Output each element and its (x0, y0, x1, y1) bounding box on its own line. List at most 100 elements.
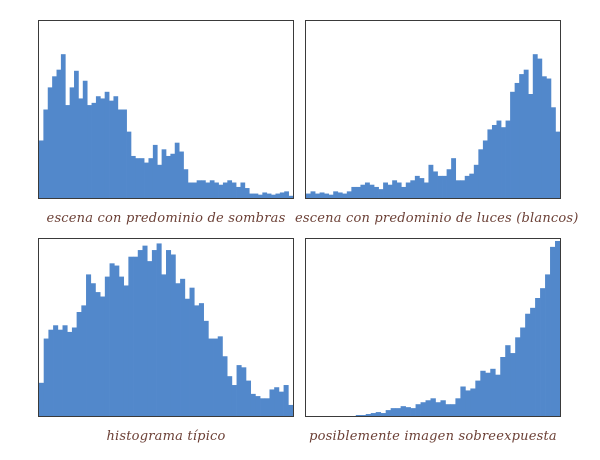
histogram-bar (67, 331, 73, 416)
histogram-bar (218, 184, 224, 198)
histogram-bar (192, 182, 198, 198)
histogram-bar (378, 189, 384, 198)
histogram-bar (174, 142, 180, 198)
histogram-bar (81, 305, 87, 416)
histogram-bar (410, 408, 416, 416)
histogram-bar (231, 385, 237, 416)
histogram-bar (130, 155, 136, 198)
histogram-bar (482, 140, 488, 198)
histogram-bar (222, 182, 228, 198)
histogram-bar (60, 54, 66, 198)
histogram-bar (236, 365, 242, 416)
histogram-bar (62, 325, 68, 416)
histogram-bar (419, 178, 425, 198)
histogram-bar (39, 382, 45, 416)
histogram-bar (505, 345, 511, 416)
histogram-bar (464, 175, 470, 198)
histogram-bar (433, 171, 438, 198)
histogram-bar (144, 162, 149, 198)
histogram-bar (455, 180, 461, 198)
histogram-bar (203, 320, 209, 416)
histogram-bar (455, 398, 461, 416)
histogram-bar (196, 180, 202, 198)
histogram-bar (283, 385, 289, 416)
histogram-bar (442, 175, 447, 198)
histogram-bar (446, 169, 452, 198)
histogram-bar (227, 180, 233, 198)
histogram-bar (550, 107, 556, 198)
histogram-bar (310, 191, 316, 198)
histogram-bar (390, 408, 396, 416)
histogram-bar (319, 192, 325, 198)
histogram-bar (113, 96, 119, 198)
histogram-bar (137, 250, 143, 416)
histogram-bar (514, 82, 520, 198)
histogram-bar (69, 87, 75, 198)
histogram-bar (423, 182, 429, 198)
histogram-bar (117, 109, 123, 198)
histogram-bar (288, 404, 293, 416)
plot-frame (305, 20, 561, 199)
histogram-bar (487, 129, 493, 198)
histogram-bar (375, 412, 382, 416)
histogram-bar (532, 54, 538, 198)
histogram-bar (148, 158, 154, 198)
histogram-bar (214, 182, 219, 198)
histogram-bar (135, 158, 141, 198)
histogram-bar (315, 193, 320, 198)
panel-overexposed: posiblemente imagen sobreexpuesta (305, 238, 561, 444)
histogram-bar (491, 124, 497, 198)
histogram-bar (425, 400, 431, 416)
histogram-bar (170, 254, 176, 416)
histogram-bar (95, 292, 101, 416)
histogram-bar (180, 278, 186, 416)
histogram-bar (392, 180, 398, 198)
histogram-bar (244, 188, 250, 198)
histogram-bar (194, 305, 200, 416)
histogram-bar (535, 298, 541, 416)
panel-highlights: escena con predominio de luces (blancos) (295, 20, 578, 226)
histogram-bar (262, 192, 268, 198)
histogram-bar (284, 191, 289, 198)
histogram-bar (74, 70, 79, 198)
histogram-bar (460, 180, 466, 198)
histogram-bar (90, 283, 96, 416)
histogram-bar (360, 184, 366, 198)
histogram-bar (346, 191, 352, 198)
histogram-bar (152, 144, 158, 198)
histogram-bar (78, 98, 84, 198)
histogram-bar (275, 193, 281, 198)
histogram-bar (264, 398, 270, 416)
histogram-bar (328, 194, 334, 198)
histogram-bar (545, 274, 551, 416)
histogram-bar (189, 287, 195, 416)
histogram-bar (505, 120, 511, 198)
histogram-bar (480, 370, 486, 416)
histogram-bar (420, 402, 426, 416)
histogram-bar (395, 408, 401, 416)
histogram-bar (183, 169, 189, 198)
histogram-bar (147, 261, 153, 416)
histogram-bar (175, 283, 181, 416)
histogram-typical-chart (39, 243, 293, 416)
histogram-bar (450, 404, 456, 416)
histogram-bar (39, 140, 44, 198)
histogram-bar (470, 388, 476, 416)
histogram-shadows-chart (39, 54, 293, 198)
plot-frame (38, 20, 294, 199)
histogram-bar (266, 193, 272, 198)
histogram-bar (415, 404, 421, 416)
histogram-bar (257, 194, 263, 198)
histogram-bar (495, 374, 501, 416)
histogram-bar (333, 191, 339, 198)
histogram-bar (236, 186, 241, 198)
histogram-bar (179, 151, 184, 198)
histogram-bar (530, 307, 536, 416)
histogram-bar (306, 193, 311, 198)
histogram-bar (523, 69, 529, 198)
histogram-bar (550, 246, 556, 416)
histogram-bar (555, 240, 560, 416)
histogram-bar (473, 164, 479, 198)
histogram-bar (383, 182, 388, 198)
